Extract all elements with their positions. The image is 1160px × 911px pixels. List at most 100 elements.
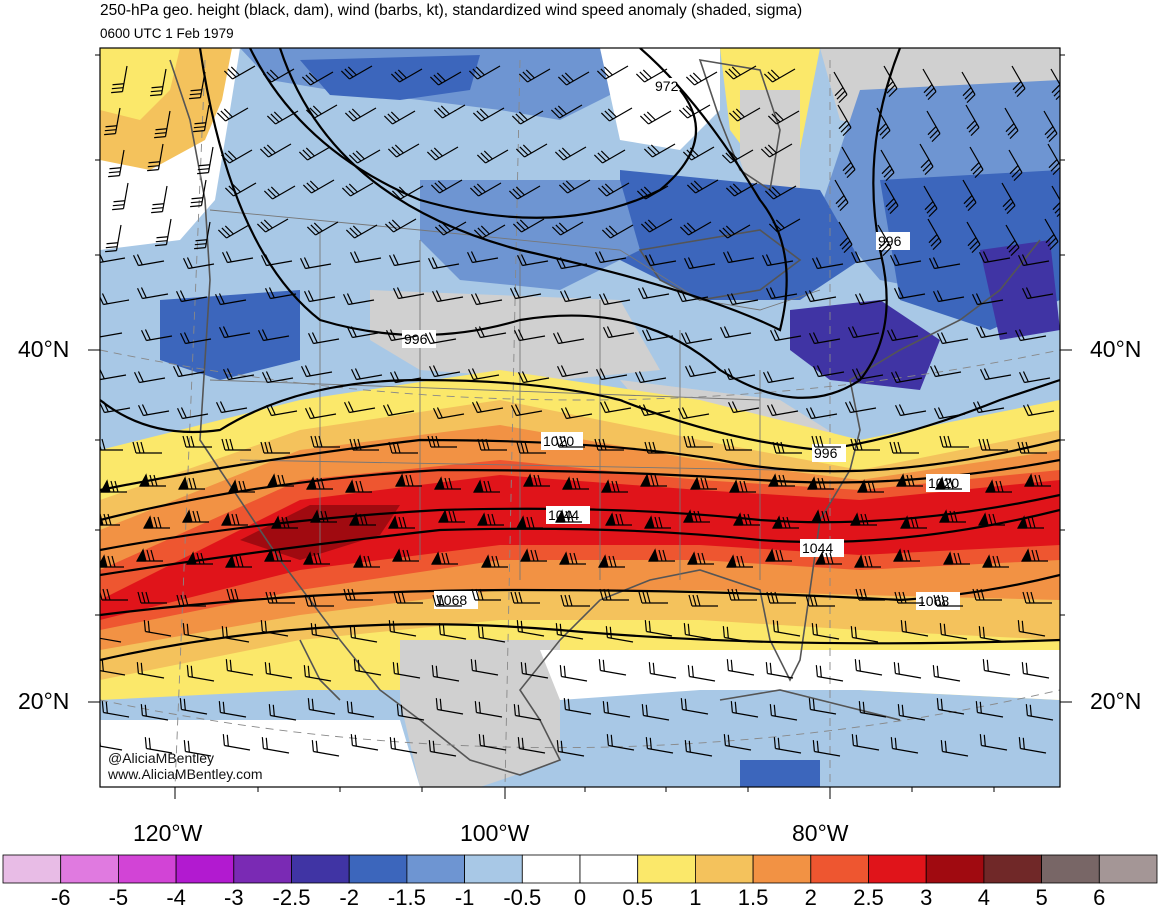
wind-barb xyxy=(346,326,379,339)
wind-barb xyxy=(430,179,463,194)
wind-barb xyxy=(760,143,793,158)
wind-barb xyxy=(558,551,586,565)
wind-barb xyxy=(147,143,164,172)
wind-barb xyxy=(600,479,628,493)
wind-barb xyxy=(305,476,333,490)
contour-label: 1044 xyxy=(802,540,833,556)
wind-barb xyxy=(688,594,718,607)
wind-barb xyxy=(851,734,880,751)
wind-barb xyxy=(680,698,709,715)
wind-barb xyxy=(1017,441,1047,454)
wind-barb xyxy=(197,146,214,175)
wind-barb xyxy=(1044,218,1059,251)
wind-barb xyxy=(353,659,382,676)
wind-barb xyxy=(517,737,546,754)
wind-barb xyxy=(598,659,627,676)
wind-barb xyxy=(155,218,172,247)
wind-barb xyxy=(132,254,165,267)
wind-barb xyxy=(732,512,760,526)
wind-barb xyxy=(597,554,625,568)
wind-barb xyxy=(810,509,838,523)
wind-barb xyxy=(939,623,968,640)
wind-barb xyxy=(137,591,167,604)
wind-barb xyxy=(724,65,757,80)
wind-barb xyxy=(554,509,582,523)
wind-barb xyxy=(682,146,715,161)
wind-barb xyxy=(344,107,377,122)
wind-barb xyxy=(424,332,457,345)
wind-barb xyxy=(387,515,415,529)
wind-barb xyxy=(804,290,837,303)
axis-ticks xyxy=(88,54,1072,799)
wind-barb xyxy=(635,68,668,83)
wind-barb xyxy=(382,404,415,417)
wind-barb xyxy=(811,257,844,270)
wind-barb xyxy=(766,591,796,604)
wind-barb xyxy=(767,110,800,125)
wind-barb xyxy=(764,185,797,200)
wind-barb xyxy=(641,329,674,342)
colorbar-label: 4 xyxy=(977,885,991,910)
colorbar-label: -6 xyxy=(50,885,71,910)
wind-barb xyxy=(516,620,545,637)
wind-barb xyxy=(301,71,334,86)
wind-barb xyxy=(1008,149,1023,182)
colorbar-swatch xyxy=(752,854,812,884)
wind-barb xyxy=(933,407,966,420)
lat-label-20n-right: 20°N xyxy=(1090,688,1142,714)
wind-barb xyxy=(928,257,961,270)
wind-barb xyxy=(264,287,297,300)
wind-barb xyxy=(806,476,834,490)
wind-barb xyxy=(182,435,212,448)
wind-barb xyxy=(432,407,465,420)
wind-barb xyxy=(305,104,338,119)
wind-barb xyxy=(388,254,421,267)
wind-barb xyxy=(1022,404,1055,417)
wind-barb xyxy=(856,479,884,493)
wind-barb xyxy=(850,251,883,264)
wind-barb xyxy=(433,476,461,490)
wind-barb xyxy=(385,329,418,342)
contour-label: 972 xyxy=(655,78,679,94)
wind-barb xyxy=(594,251,627,264)
wind-barb xyxy=(349,626,378,643)
wind-barb xyxy=(926,110,941,143)
wind-barb xyxy=(850,438,880,451)
wind-barb xyxy=(111,65,128,94)
wind-barb xyxy=(637,287,670,300)
wind-barb xyxy=(144,737,173,754)
wind-barb xyxy=(515,515,543,529)
wind-barb xyxy=(341,182,374,197)
wind-barb xyxy=(392,287,425,300)
colorbar-label: -5 xyxy=(108,885,129,910)
wind-barb xyxy=(977,512,1005,526)
wind-barb xyxy=(893,287,926,300)
wind-barb xyxy=(858,701,887,718)
wind-barb xyxy=(975,326,1008,339)
wind-barb xyxy=(561,476,589,490)
contour-label: 996 xyxy=(814,445,838,461)
wind-barb xyxy=(433,104,466,119)
wind-barb xyxy=(185,551,213,565)
wind-barb xyxy=(772,620,801,637)
wind-barb xyxy=(978,626,1007,643)
wind-barb xyxy=(177,476,205,490)
wind-barb xyxy=(771,515,799,529)
wind-barb xyxy=(342,293,375,306)
wind-barb xyxy=(936,698,965,715)
wind-barb xyxy=(263,185,296,200)
wind-barb xyxy=(645,737,674,754)
wind-barb xyxy=(550,104,583,119)
wind-barb xyxy=(426,146,459,161)
colorbar-swatch xyxy=(406,854,465,884)
wind-barb xyxy=(304,594,334,607)
wind-barb xyxy=(975,701,1004,718)
wind-barb xyxy=(680,332,713,345)
wind-barb xyxy=(605,626,634,643)
colorbar-swatch xyxy=(291,854,350,884)
wind-barb xyxy=(838,221,853,254)
wind-barb xyxy=(899,515,927,529)
wind-barb xyxy=(104,107,121,136)
wind-barb xyxy=(476,512,504,526)
wind-barb xyxy=(764,548,792,562)
